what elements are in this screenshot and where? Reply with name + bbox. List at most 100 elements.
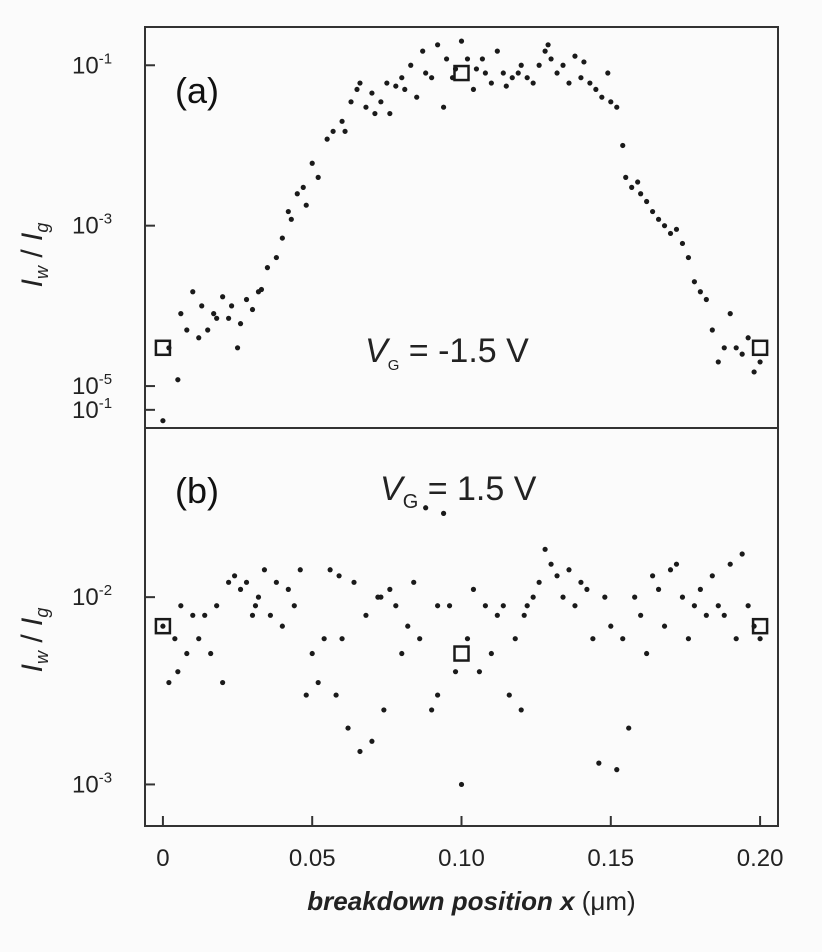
data-point — [351, 579, 357, 585]
highlight-marker — [751, 339, 769, 357]
data-point — [423, 505, 429, 511]
data-point — [464, 636, 471, 642]
annotation-value: = 1.5 V — [418, 470, 536, 508]
y-tick-label: 10-5 — [72, 371, 112, 400]
data-point — [608, 623, 614, 629]
data-point — [372, 110, 378, 117]
data-point — [506, 692, 512, 698]
data-point — [172, 636, 178, 642]
data-point — [709, 327, 715, 333]
data-point — [190, 612, 196, 618]
data-point — [593, 86, 599, 93]
data-point — [566, 567, 572, 573]
data-point — [384, 80, 390, 86]
data-point — [243, 296, 250, 303]
data-point — [518, 707, 524, 713]
ylabel-denominator-sub: g — [32, 223, 52, 233]
data-point — [649, 573, 656, 579]
panel-b-annotation: VG = 1.5 V — [380, 470, 537, 513]
ylabel-denominator-sub: g — [32, 608, 52, 618]
highlight-marker — [453, 645, 470, 662]
data-point — [697, 586, 703, 592]
data-point — [733, 636, 739, 642]
panel-a-y-ticks: 10-5 10-3 10-1 — [72, 50, 155, 400]
x-tick-label: 0 — [156, 845, 169, 872]
data-point — [408, 62, 414, 68]
data-point — [623, 174, 629, 180]
data-point — [614, 767, 620, 773]
data-point — [279, 235, 285, 241]
panel-b-y-ticks: 10-3 10-2 10-1 — [72, 395, 155, 798]
y-tick-label: 10-3 — [72, 769, 112, 798]
data-point — [321, 636, 327, 642]
panel-a-label: (a) — [175, 70, 219, 111]
data-point — [667, 230, 674, 237]
data-point — [414, 94, 420, 100]
data-point — [348, 99, 354, 105]
data-point — [339, 118, 345, 124]
data-point — [509, 75, 515, 81]
data-point — [387, 586, 393, 592]
data-point — [357, 748, 363, 755]
data-point — [303, 202, 309, 208]
data-point — [300, 184, 306, 190]
data-point — [581, 59, 587, 65]
data-point — [333, 692, 339, 698]
data-point — [357, 80, 363, 86]
data-point — [339, 636, 345, 642]
data-point — [679, 594, 686, 600]
data-point — [435, 42, 441, 48]
data-point — [315, 679, 321, 686]
data-point — [429, 75, 435, 81]
data-point — [160, 623, 166, 629]
data-point — [175, 377, 181, 383]
data-point — [548, 56, 554, 62]
data-point — [273, 254, 279, 261]
highlight-marker — [453, 64, 470, 82]
data-point — [602, 594, 608, 600]
data-point — [285, 586, 291, 592]
data-point — [673, 561, 680, 567]
data-point — [393, 83, 399, 89]
data-point — [435, 692, 441, 698]
data-point — [279, 623, 285, 629]
data-point — [363, 612, 369, 618]
x-tick-label: 0.20 — [737, 845, 784, 872]
ylabel-numerator-sub: w — [32, 265, 52, 279]
data-point — [512, 636, 518, 642]
data-point — [715, 603, 721, 609]
data-point — [440, 510, 447, 516]
panel-b-y-label: Iw / Ig — [16, 608, 52, 673]
data-point — [745, 335, 751, 341]
data-point — [709, 573, 715, 579]
data-point — [751, 369, 757, 375]
data-point — [661, 623, 668, 629]
data-point — [423, 70, 429, 76]
data-point — [243, 579, 250, 585]
data-point — [578, 579, 584, 585]
panel-b: 10-3 10-2 10-1 (b) VG = 1.5 V Iw / Ig — [16, 395, 779, 827]
data-point — [267, 612, 274, 618]
data-point — [584, 586, 590, 592]
data-point — [258, 286, 265, 293]
data-point — [393, 603, 399, 609]
panel-a-y-label: Iw / Ig — [16, 223, 52, 288]
data-point — [473, 66, 480, 72]
data-point — [160, 418, 166, 424]
data-point — [381, 707, 387, 713]
data-point — [205, 327, 211, 333]
data-point — [572, 53, 578, 59]
data-point — [655, 586, 662, 592]
data-point — [196, 335, 202, 341]
data-point — [673, 226, 680, 232]
data-point — [288, 216, 294, 222]
data-point — [649, 208, 656, 215]
data-point — [378, 594, 384, 600]
data-point — [479, 56, 486, 62]
data-point — [644, 198, 650, 205]
data-point — [228, 303, 235, 309]
annotation-symbol: V — [380, 470, 406, 508]
data-point — [220, 294, 226, 300]
data-point — [488, 650, 494, 657]
data-point — [524, 75, 530, 81]
